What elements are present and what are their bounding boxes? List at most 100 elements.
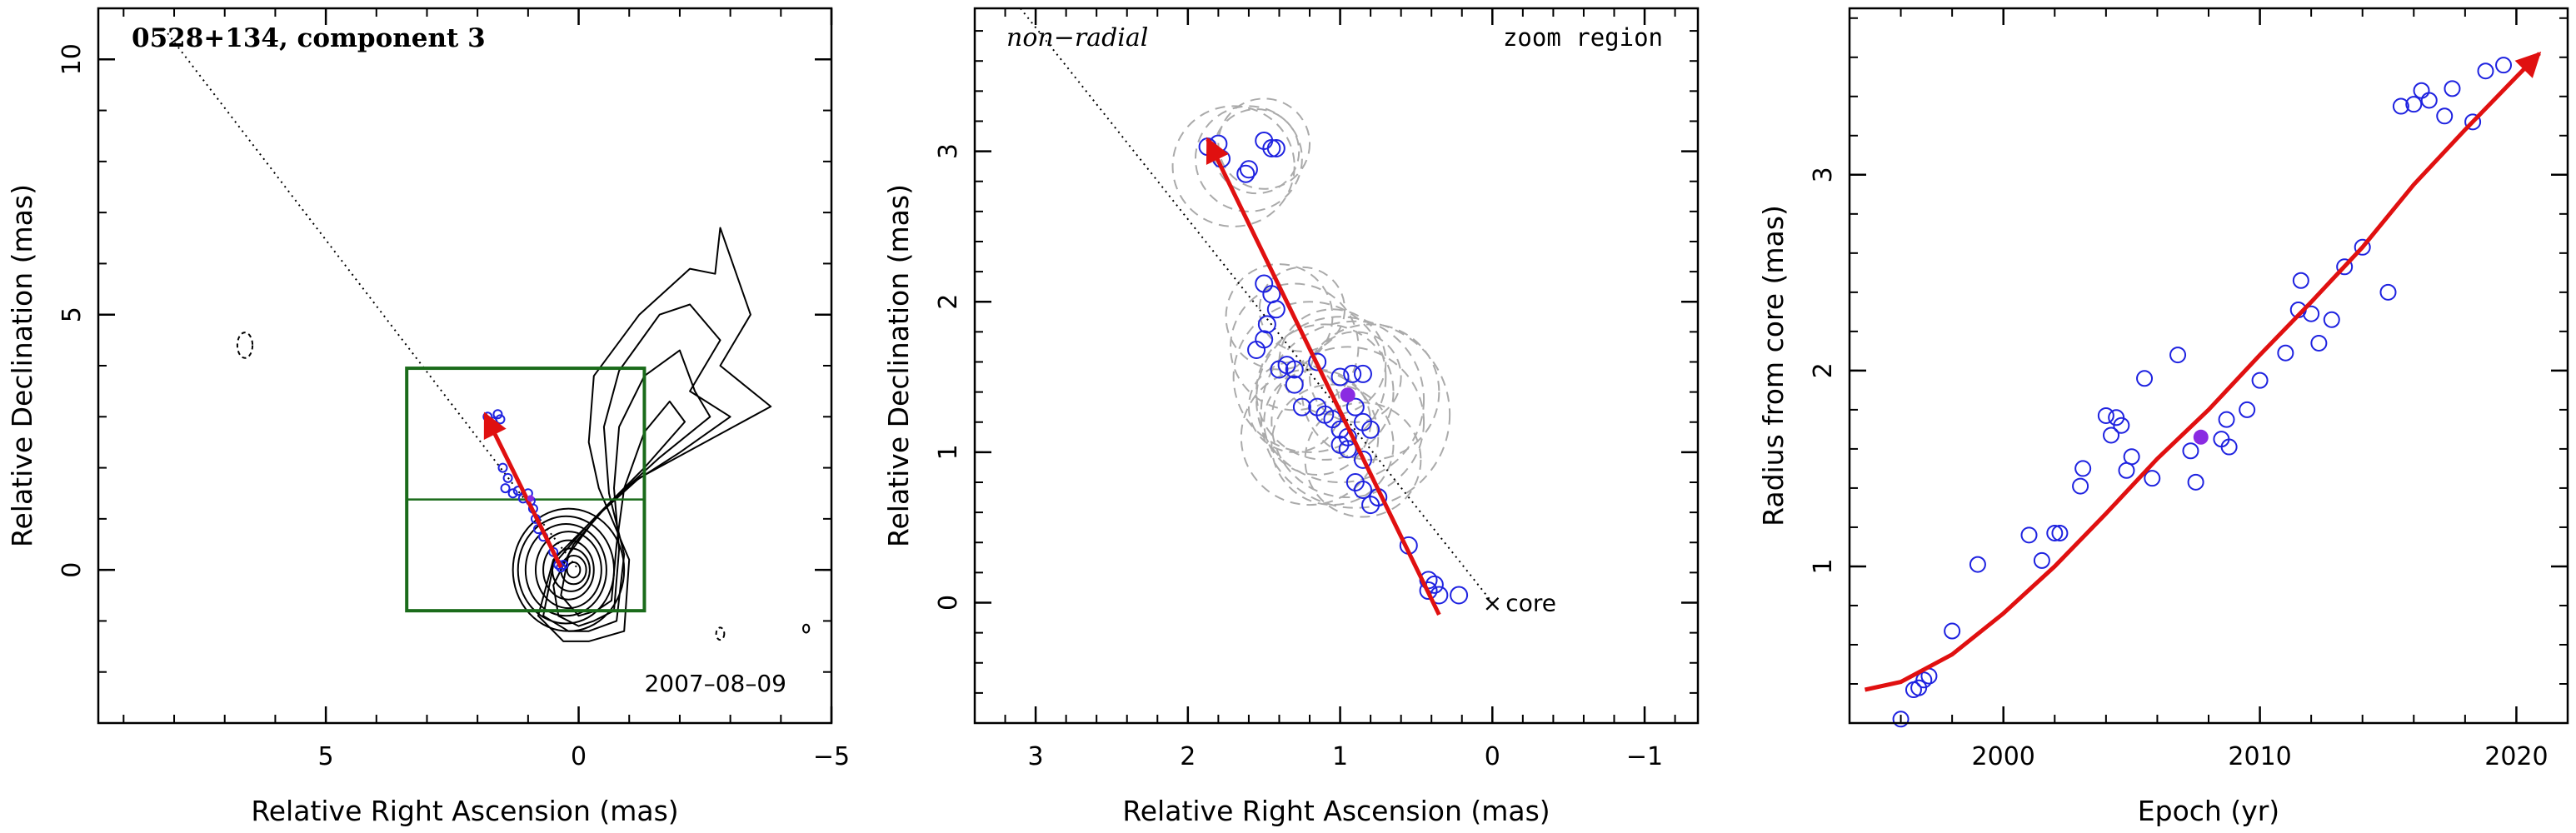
middle-ytick-label: 1 bbox=[934, 444, 963, 460]
right-point bbox=[2033, 551, 2050, 569]
middle-xtick-label: 0 bbox=[1485, 742, 1500, 771]
right-point bbox=[2323, 311, 2340, 328]
middle-dashed-circle bbox=[1232, 301, 1387, 453]
right-ylabel: Radius from core (mas) bbox=[1757, 205, 1790, 526]
middle-plot-layer: 3 2 1 0 −1 0 1 2 3 × core bbox=[934, 7, 1698, 771]
middle-dashed-circle bbox=[1271, 346, 1425, 499]
right-point bbox=[2046, 524, 2064, 541]
left-ylabel: Relative Declination (mas) bbox=[6, 184, 38, 547]
middle-point bbox=[1262, 138, 1281, 157]
right-point bbox=[2074, 460, 2092, 477]
right-xtick-label: 2020 bbox=[2484, 742, 2548, 771]
left-contour bbox=[566, 561, 582, 579]
middle-point bbox=[1257, 315, 1276, 334]
right-point bbox=[2464, 113, 2482, 131]
left-xtick-label: −5 bbox=[813, 742, 850, 771]
left-contour bbox=[552, 349, 711, 627]
right-point bbox=[2251, 372, 2269, 389]
right-point bbox=[2220, 438, 2238, 456]
right-point bbox=[2144, 470, 2161, 487]
right-point bbox=[1892, 711, 1910, 728]
middle-point bbox=[1236, 164, 1256, 183]
middle-dashed-circle bbox=[1194, 105, 1303, 212]
middle-point bbox=[1345, 397, 1365, 416]
right-point bbox=[2277, 344, 2294, 362]
left-contour bbox=[517, 515, 616, 625]
left-ytick-label: 0 bbox=[57, 562, 87, 578]
middle-core-marker: × bbox=[1483, 589, 1502, 616]
right-point bbox=[2123, 448, 2140, 466]
right-point bbox=[1915, 671, 1933, 689]
left-contour bbox=[524, 522, 607, 617]
middle-xlabel: Relative Right Ascension (mas) bbox=[1122, 795, 1550, 827]
middle-ytick-label: 0 bbox=[934, 595, 963, 611]
right-point bbox=[2218, 411, 2235, 428]
middle-dashed-circle bbox=[1278, 308, 1387, 416]
right-point bbox=[2051, 524, 2069, 541]
left-trajectory-line bbox=[163, 27, 580, 571]
middle-dashed-circle bbox=[1256, 323, 1395, 461]
right-panel: 2000 2010 2020 1 2 3 Epoch (yr) Radius from c… bbox=[1757, 7, 2569, 827]
middle-dashed-circle bbox=[1240, 368, 1380, 506]
right-filled-point bbox=[2193, 429, 2209, 445]
right-xtick-label: 2000 bbox=[1972, 742, 2035, 771]
middle-xtick-label: 2 bbox=[1180, 742, 1196, 771]
right-point bbox=[2020, 526, 2038, 544]
middle-point bbox=[1247, 341, 1266, 360]
right-point bbox=[2420, 92, 2438, 109]
left-contour bbox=[512, 507, 626, 632]
right-point bbox=[2495, 57, 2513, 74]
right-ytick-label: 3 bbox=[1809, 167, 1838, 182]
right-xlabel: Epoch (yr) bbox=[2138, 795, 2279, 827]
right-point bbox=[2405, 96, 2423, 113]
left-ytick-label: 10 bbox=[57, 43, 87, 75]
right-point bbox=[2303, 305, 2320, 322]
right-point bbox=[1969, 556, 1986, 573]
left-xlabel: Relative Right Ascension (mas) bbox=[251, 795, 678, 827]
middle-dashed-circle bbox=[1258, 266, 1346, 352]
right-point bbox=[2413, 82, 2430, 99]
middle-point bbox=[1292, 397, 1311, 416]
left-contour bbox=[537, 227, 772, 642]
left-panel: 5 0 −5 0 5 10 0528+134, component 3 2007–08–0… bbox=[6, 7, 850, 827]
middle-frame bbox=[973, 7, 1700, 725]
right-point bbox=[2354, 238, 2371, 256]
middle-point bbox=[1450, 586, 1469, 605]
right-point bbox=[2113, 416, 2130, 434]
middle-point bbox=[1239, 160, 1258, 179]
left-contour bbox=[560, 554, 587, 586]
middle-point bbox=[1266, 138, 1286, 157]
left-zoom-box bbox=[405, 367, 646, 613]
middle-point bbox=[1266, 300, 1286, 319]
middle-dashed-circle bbox=[1256, 316, 1425, 483]
right-point bbox=[2097, 407, 2114, 424]
middle-xtick-label: −1 bbox=[1626, 742, 1663, 771]
left-arrow bbox=[483, 412, 563, 569]
middle-zoom-annotation: zoom region bbox=[1503, 23, 1663, 52]
middle-point bbox=[1285, 360, 1304, 379]
right-frame bbox=[1848, 7, 2569, 725]
left-title: 0528+134, component 3 bbox=[132, 23, 486, 53]
left-xtick-label: 0 bbox=[571, 742, 587, 771]
middle-xtick-label: 1 bbox=[1332, 742, 1348, 771]
right-point bbox=[2182, 442, 2199, 460]
left-contour bbox=[534, 531, 602, 610]
right-fit-curve bbox=[1864, 51, 2542, 692]
left-filled-point bbox=[527, 495, 534, 502]
middle-point bbox=[1353, 481, 1372, 500]
right-point bbox=[2310, 334, 2328, 352]
left-small-contour bbox=[715, 626, 726, 641]
middle-point bbox=[1419, 581, 1438, 601]
right-point bbox=[2477, 62, 2494, 80]
left-contour bbox=[551, 547, 591, 592]
middle-core-label: core bbox=[1505, 589, 1556, 616]
middle-point bbox=[1308, 352, 1327, 372]
middle-ytick-label: 2 bbox=[934, 294, 963, 310]
right-xtick-label: 2010 bbox=[2228, 742, 2291, 771]
middle-point bbox=[1343, 364, 1362, 383]
left-point bbox=[502, 472, 513, 483]
left-point bbox=[500, 483, 511, 494]
middle-dashed-circle bbox=[1300, 323, 1440, 461]
left-contour bbox=[560, 400, 686, 617]
